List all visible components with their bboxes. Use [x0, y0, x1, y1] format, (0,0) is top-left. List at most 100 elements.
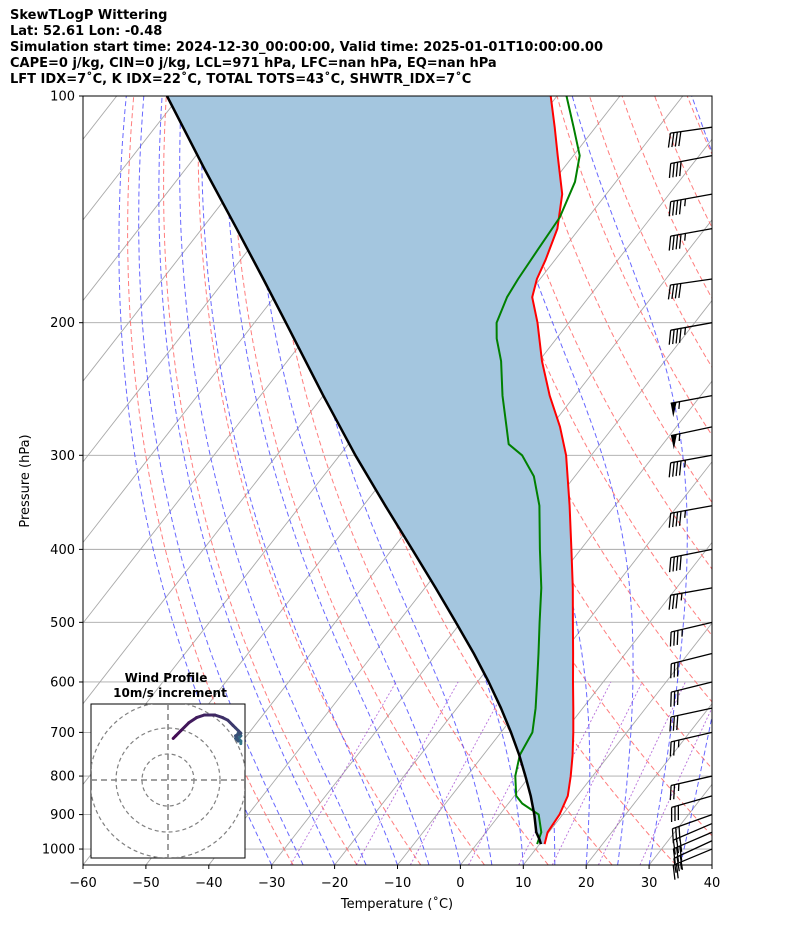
wind-barb — [668, 587, 713, 610]
wind-barb — [670, 652, 713, 679]
mixing-ratio-line — [290, 681, 397, 865]
wind-barb — [667, 278, 713, 300]
x-tick-label: 40 — [704, 876, 721, 891]
chart-title-block: SkewTLogP Wittering Lat: 52.61 Lon: -0.4… — [10, 8, 790, 88]
dry-adiabat-line — [720, 96, 794, 865]
hodograph-segment — [187, 716, 199, 725]
dry-adiabat-line — [654, 96, 712, 229]
y-tick-label: 200 — [50, 316, 75, 331]
y-tick-label: 300 — [50, 449, 75, 464]
moist-adiabat-line — [179, 96, 367, 865]
dry-adiabat-line — [785, 96, 794, 865]
wind-barb — [670, 426, 713, 450]
moist-adiabat-line — [118, 96, 273, 865]
x-tick-label: −30 — [258, 876, 285, 891]
y-tick-label: 1000 — [42, 843, 75, 858]
moist-adiabat-line — [224, 96, 430, 865]
moist-adiabat-line — [711, 862, 712, 865]
x-tick-label: −10 — [384, 876, 411, 891]
moist-adiabat-line — [680, 96, 712, 865]
cin-shading — [167, 96, 574, 845]
mixing-ratio-line — [355, 681, 459, 865]
parcel-profile-line — [165, 96, 543, 845]
dry-adiabat-line — [686, 96, 712, 156]
x-axis-label: Temperature (˚C) — [340, 896, 453, 912]
wind-barb — [668, 322, 713, 345]
dry-adiabat-line — [163, 96, 358, 865]
dry-adiabat-line — [197, 96, 422, 865]
moist-adiabat-line — [138, 96, 304, 865]
mixing-ratio-line — [410, 681, 510, 865]
dry-adiabat-line — [752, 96, 794, 865]
profiles — [165, 96, 581, 845]
mixing-ratio-line — [597, 681, 686, 865]
temperature-profile-line — [531, 96, 575, 845]
wind-barb — [670, 681, 713, 707]
dry-adiabat-line — [621, 96, 712, 300]
moist-adiabat-line — [201, 96, 398, 865]
dry-adiabat-line — [523, 96, 712, 504]
moist-adiabat-line — [158, 96, 336, 865]
wind-barb — [669, 621, 713, 647]
x-tick-label: 20 — [578, 876, 595, 891]
y-tick-label: 900 — [50, 808, 75, 823]
wind-barb — [669, 775, 713, 801]
y-axis-label: Pressure (hPa) — [18, 434, 33, 527]
x-tick-label: 30 — [641, 876, 658, 891]
x-tick-label: −20 — [321, 876, 348, 891]
dry-adiabat-line — [556, 96, 712, 437]
isotherm-line — [585, 702, 712, 865]
moist-adiabat-line — [481, 96, 634, 865]
isotherm-line — [271, 299, 712, 865]
moist-adiabat-line — [250, 96, 461, 865]
wind-barb — [669, 707, 713, 732]
chart-title: SkewTLogP Wittering — [10, 8, 168, 23]
y-tick-label: 500 — [50, 616, 75, 631]
dry-adiabat-line — [127, 96, 294, 865]
wind-barb — [668, 548, 713, 573]
isotherm-line — [522, 622, 712, 865]
wind-barbs — [667, 126, 713, 880]
x-tick-label: −60 — [69, 876, 96, 891]
wind-barb — [668, 505, 713, 528]
wind-barb — [673, 840, 713, 873]
index-line: LFT IDX=7˚C, K IDX=22˚C, TOTAL TOTS=43˚C… — [10, 72, 472, 87]
dewpoint-profile-line — [495, 96, 581, 845]
isotherm-line — [83, 96, 306, 382]
isotherm-line — [334, 380, 712, 865]
x-tick-label: −50 — [132, 876, 159, 891]
wind-barb — [672, 848, 713, 880]
hodograph-inset: Wind Profile 10m/s increment — [90, 671, 246, 859]
mixing-ratio-line — [468, 681, 565, 865]
mixing-ratio-line — [551, 681, 643, 865]
isotherm-line — [775, 96, 794, 865]
wind-barb — [671, 813, 713, 844]
wind-barb — [668, 454, 713, 478]
hodograph-segment — [171, 734, 178, 740]
x-tick-label: 0 — [456, 876, 464, 891]
wind-barb — [668, 227, 713, 251]
time-line: Simulation start time: 2024-12-30_00:00:… — [10, 40, 603, 55]
isotherm-line — [711, 864, 712, 865]
wind-barb — [670, 395, 713, 418]
isotherm-line — [83, 96, 243, 302]
wind-barb — [670, 795, 713, 822]
y-tick-label: 400 — [50, 543, 75, 558]
hodograph-title: Wind Profile — [125, 671, 208, 685]
x-tick-label: 10 — [515, 876, 532, 891]
hodograph-subtitle: 10m/s increment — [113, 686, 227, 700]
wind-barb — [668, 154, 713, 179]
location-line: Lat: 52.61 Lon: -0.48 — [10, 24, 163, 39]
y-tick-label: 700 — [50, 726, 75, 741]
y-tick-label: 600 — [50, 675, 75, 690]
hodograph-segment — [179, 721, 191, 733]
wind-barb — [667, 126, 713, 148]
dry-adiabat-line — [589, 96, 712, 369]
wind-barb — [669, 731, 713, 757]
x-tick-label: −40 — [195, 876, 222, 891]
cape-line: CAPE=0 j/kg, CIN=0 j/kg, LCL=971 hPa, LF… — [10, 56, 497, 71]
y-tick-label: 100 — [50, 90, 75, 105]
wind-barb — [672, 831, 713, 864]
